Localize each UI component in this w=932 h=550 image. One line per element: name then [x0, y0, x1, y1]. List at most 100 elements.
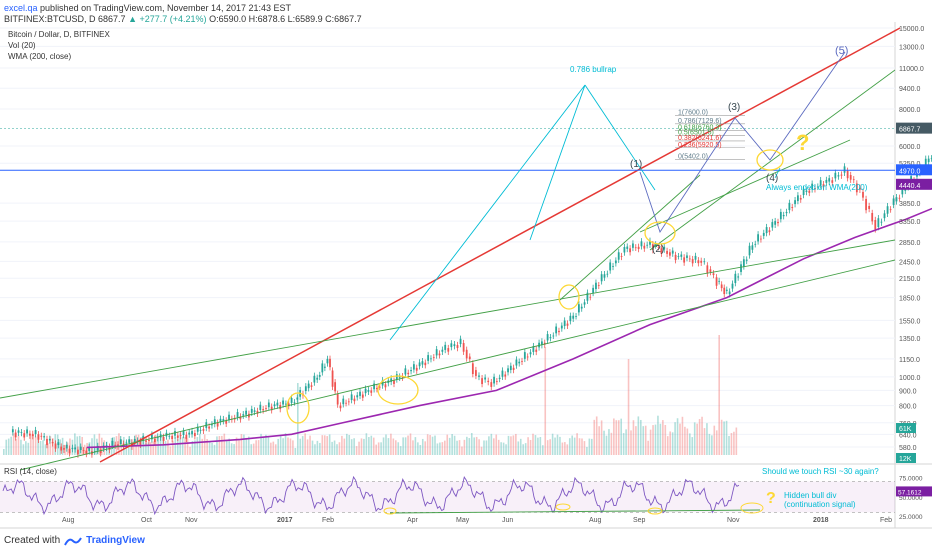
highlight-ellipse[interactable]	[756, 149, 784, 171]
rsi-pane[interactable]	[0, 464, 895, 520]
highlight-ellipse[interactable]	[377, 375, 419, 405]
candle-body	[40, 435, 43, 437]
candle-body	[331, 370, 334, 387]
highlight-ellipse[interactable]	[644, 221, 676, 245]
rsi-current-badge	[896, 486, 932, 497]
rsi-line[interactable]	[2, 475, 740, 516]
rsi-ellipse[interactable]	[383, 507, 397, 515]
candle-body	[862, 191, 864, 198]
volume-bar	[355, 446, 358, 455]
volume-bar	[176, 438, 179, 455]
volume-bar	[10, 436, 12, 455]
candle-body	[924, 158, 927, 166]
rsi-ellipse[interactable]	[555, 503, 571, 511]
volume-bar	[674, 422, 676, 455]
candle-body	[748, 245, 751, 256]
bulltrap-line[interactable]	[584, 84, 656, 191]
candle-body	[430, 358, 432, 360]
candle-body	[471, 363, 474, 375]
trendline-green[interactable]	[639, 139, 851, 233]
candle-body	[671, 250, 674, 254]
volume-bar	[208, 442, 211, 455]
volume-badge-label: 61K	[899, 426, 912, 433]
volume-bar	[431, 436, 434, 455]
candle-body	[48, 438, 51, 441]
candle-body	[20, 432, 23, 434]
volume-bar	[20, 439, 22, 455]
volume-bar	[703, 428, 706, 455]
volume-bar	[397, 442, 400, 455]
time-axis-label: Oct	[141, 517, 152, 524]
candle-body	[342, 398, 345, 405]
volume-bar	[676, 418, 679, 455]
trendline-green[interactable]	[19, 259, 896, 471]
volume-bar	[706, 423, 708, 455]
candle-body	[174, 431, 176, 436]
volume-bar	[640, 419, 642, 455]
highlight-ellipse[interactable]	[286, 392, 310, 424]
candle-body	[96, 445, 99, 451]
volume-bar	[529, 439, 532, 455]
rsi-ellipse[interactable]	[740, 502, 764, 514]
candle-body	[196, 426, 199, 432]
candle-body	[435, 349, 438, 356]
candle-body	[296, 397, 299, 400]
candle-body	[191, 431, 193, 435]
volume-bar	[152, 441, 155, 455]
candle-body	[213, 419, 216, 425]
candle-body	[114, 444, 117, 446]
candle-body	[660, 248, 663, 254]
volume-bar	[17, 435, 20, 455]
volume-bar	[260, 433, 262, 455]
volume-bar	[402, 437, 404, 455]
price-axis-label: 4440.4	[899, 183, 921, 190]
volume-bar	[181, 436, 184, 455]
candle-body	[575, 316, 577, 317]
volume-bar	[12, 433, 15, 455]
candle-body	[270, 406, 273, 411]
candle-body	[65, 444, 68, 449]
rsi-current-label: 57.1612	[898, 489, 922, 496]
volume-bar	[262, 437, 265, 455]
candle-body	[765, 227, 768, 234]
volume-bar	[603, 430, 605, 455]
volume-bar	[218, 436, 221, 455]
volume-bar	[328, 434, 331, 455]
highlight-ellipse[interactable]	[558, 284, 580, 310]
elliott-wave-path[interactable]	[639, 51, 846, 234]
tradingview-logo-icon[interactable]	[64, 536, 83, 546]
volume-bar	[61, 437, 64, 455]
candle-body	[85, 450, 88, 454]
candle-body	[663, 246, 666, 250]
volume-bar	[206, 439, 208, 455]
time-axis-label: 2018	[813, 517, 829, 524]
volume-bar	[544, 347, 547, 455]
wma-200-line[interactable]	[86, 185, 932, 449]
candle-body	[541, 341, 543, 346]
rsi-ellipse[interactable]	[647, 507, 663, 515]
trendline-green[interactable]	[0, 239, 896, 399]
candle-body	[432, 357, 435, 359]
volume-bar	[387, 438, 390, 455]
volume-bar	[74, 433, 76, 455]
time-axis-label: Feb	[322, 517, 334, 524]
candle-body	[731, 283, 734, 289]
trendline-green[interactable]	[559, 174, 701, 301]
hidden-div-line[interactable]	[389, 509, 761, 514]
trendline-green[interactable]	[649, 69, 896, 251]
candle-body	[715, 277, 718, 286]
author-link[interactable]: excel.qa	[4, 3, 38, 13]
volume-bar	[424, 441, 426, 455]
volume-bar	[610, 432, 613, 455]
candle-body	[674, 254, 677, 261]
volume-bar	[395, 440, 397, 455]
candle-body	[802, 188, 805, 195]
tradingview-brand[interactable]: TradingView	[86, 535, 145, 546]
trendline-red[interactable]	[99, 27, 901, 463]
rsi-axis-label: 25.0000	[899, 514, 923, 521]
candle-body	[475, 370, 477, 376]
candle-body	[895, 197, 898, 202]
volume-bar	[272, 441, 275, 455]
volume-bar	[657, 415, 659, 455]
